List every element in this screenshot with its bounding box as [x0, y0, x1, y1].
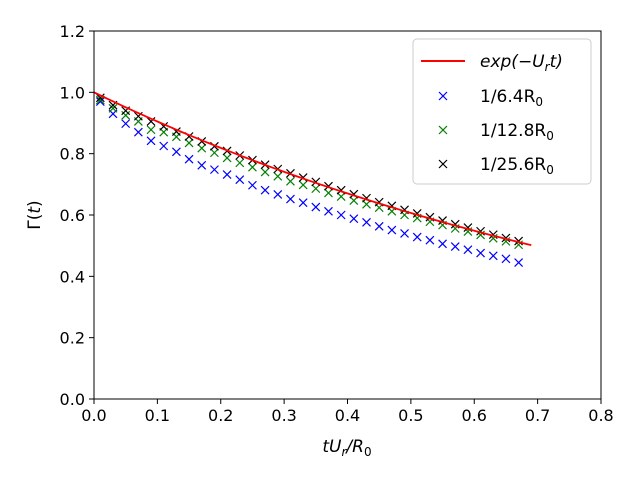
legend-marker-series-0 — [438, 91, 448, 101]
data-point-series-1 — [235, 158, 245, 168]
data-point-series-0 — [209, 165, 219, 175]
data-point-series-0 — [248, 180, 257, 190]
data-point-series-0 — [501, 254, 511, 264]
data-point-series-2 — [146, 117, 156, 126]
data-point-series-1 — [260, 167, 270, 177]
data-point-series-0 — [273, 190, 283, 199]
data-point-series-1 — [248, 162, 257, 172]
x-tick-label: 0.5 — [398, 406, 423, 425]
data-point-series-0 — [121, 119, 131, 129]
data-point-series-0 — [197, 160, 207, 170]
data-point-series-0 — [488, 251, 498, 261]
y-tick-label: 1.0 — [60, 83, 85, 102]
data-point-series-1 — [209, 148, 219, 158]
legend-marker-series-2 — [438, 159, 448, 169]
data-point-series-1 — [286, 176, 295, 186]
x-tick-label: 0.6 — [462, 406, 487, 425]
data-point-series-1 — [222, 153, 232, 163]
x-tick-label: 0.0 — [81, 406, 106, 425]
data-point-series-0 — [260, 185, 270, 195]
y-tick-label: 0.4 — [60, 267, 85, 286]
data-point-series-0 — [235, 175, 245, 185]
y-tick-label: 1.2 — [60, 22, 85, 41]
y-axis-label: Γ(t) — [25, 200, 45, 229]
legend-label-exp: exp(−Urt) — [480, 52, 563, 74]
y-tick-label: 0.0 — [60, 390, 85, 409]
y-tick-label: 0.8 — [60, 145, 85, 164]
legend-label-6-4: 1/6.4R0 — [480, 87, 543, 109]
data-point-series-0 — [222, 170, 232, 179]
data-point-series-1 — [311, 184, 321, 194]
data-point-series-0 — [412, 232, 422, 242]
data-point-series-0 — [311, 202, 321, 212]
x-tick-label: 0.2 — [208, 406, 233, 425]
x-tick-label: 0.1 — [145, 406, 170, 425]
legend-marker-series-1 — [438, 125, 448, 135]
data-point-series-0 — [184, 154, 194, 164]
exp-fit-line — [93, 91, 532, 247]
x-axis-ticks: 0.0 0.1 0.2 0.3 0.4 0.5 0.6 0.7 0.8 — [81, 399, 614, 425]
data-point-series-1 — [324, 188, 333, 198]
data-point-series-0 — [286, 194, 295, 204]
data-point-series-0 — [171, 147, 181, 157]
data-point-series-1 — [108, 103, 118, 113]
x-axis-label: tUr/R0 — [322, 437, 371, 459]
data-point-series-0 — [438, 239, 447, 249]
legend: exp(−Urt) 1/6.4R0 1/12.8R0 1/25.6R0 — [412, 38, 592, 185]
data-point-series-0 — [362, 217, 371, 227]
data-point-series-0 — [514, 258, 524, 267]
data-point-series-0 — [450, 242, 460, 252]
data-point-series-0 — [425, 235, 435, 245]
data-point-series-0 — [336, 210, 346, 220]
y-tick-label: 0.2 — [60, 329, 85, 348]
x-tick-label: 0.4 — [335, 406, 360, 425]
legend-label-12-8: 1/12.8R0 — [480, 121, 554, 143]
data-point-series-1 — [336, 192, 346, 202]
legend-markers — [438, 91, 448, 169]
data-point-series-1 — [197, 143, 207, 153]
data-point-series-0 — [298, 198, 308, 208]
data-point-series-0 — [133, 127, 143, 137]
fit-line-group — [93, 91, 532, 247]
data-point-series-2 — [514, 236, 524, 246]
data-point-series-1 — [146, 125, 156, 135]
data-point-series-0 — [463, 245, 473, 255]
data-point-series-2 — [95, 93, 105, 103]
data-point-series-0 — [387, 225, 397, 235]
data-point-series-0 — [476, 248, 486, 258]
data-point-series-1 — [273, 171, 283, 181]
data-point-series-1 — [298, 180, 308, 190]
x-tick-label: 0.7 — [525, 406, 550, 425]
y-tick-label: 0.6 — [60, 206, 85, 225]
x-tick-label: 0.3 — [271, 406, 296, 425]
data-point-series-0 — [324, 206, 333, 216]
data-point-series-2 — [488, 230, 498, 240]
legend-label-25-6: 1/25.6R0 — [480, 155, 554, 177]
y-axis-ticks: 0.0 0.2 0.4 0.6 0.8 1.0 1.2 — [60, 22, 94, 409]
x-tick-label: 0.8 — [588, 406, 613, 425]
data-point-series-0 — [159, 141, 169, 151]
data-point-series-1 — [349, 196, 359, 206]
data-point-series-0 — [374, 221, 384, 231]
data-point-series-1 — [184, 138, 194, 148]
legend-box — [412, 38, 592, 185]
data-point-series-0 — [146, 136, 156, 146]
data-point-series-0 — [349, 214, 359, 224]
data-point-series-0 — [400, 228, 409, 238]
data-point-series-0 — [95, 97, 105, 106]
